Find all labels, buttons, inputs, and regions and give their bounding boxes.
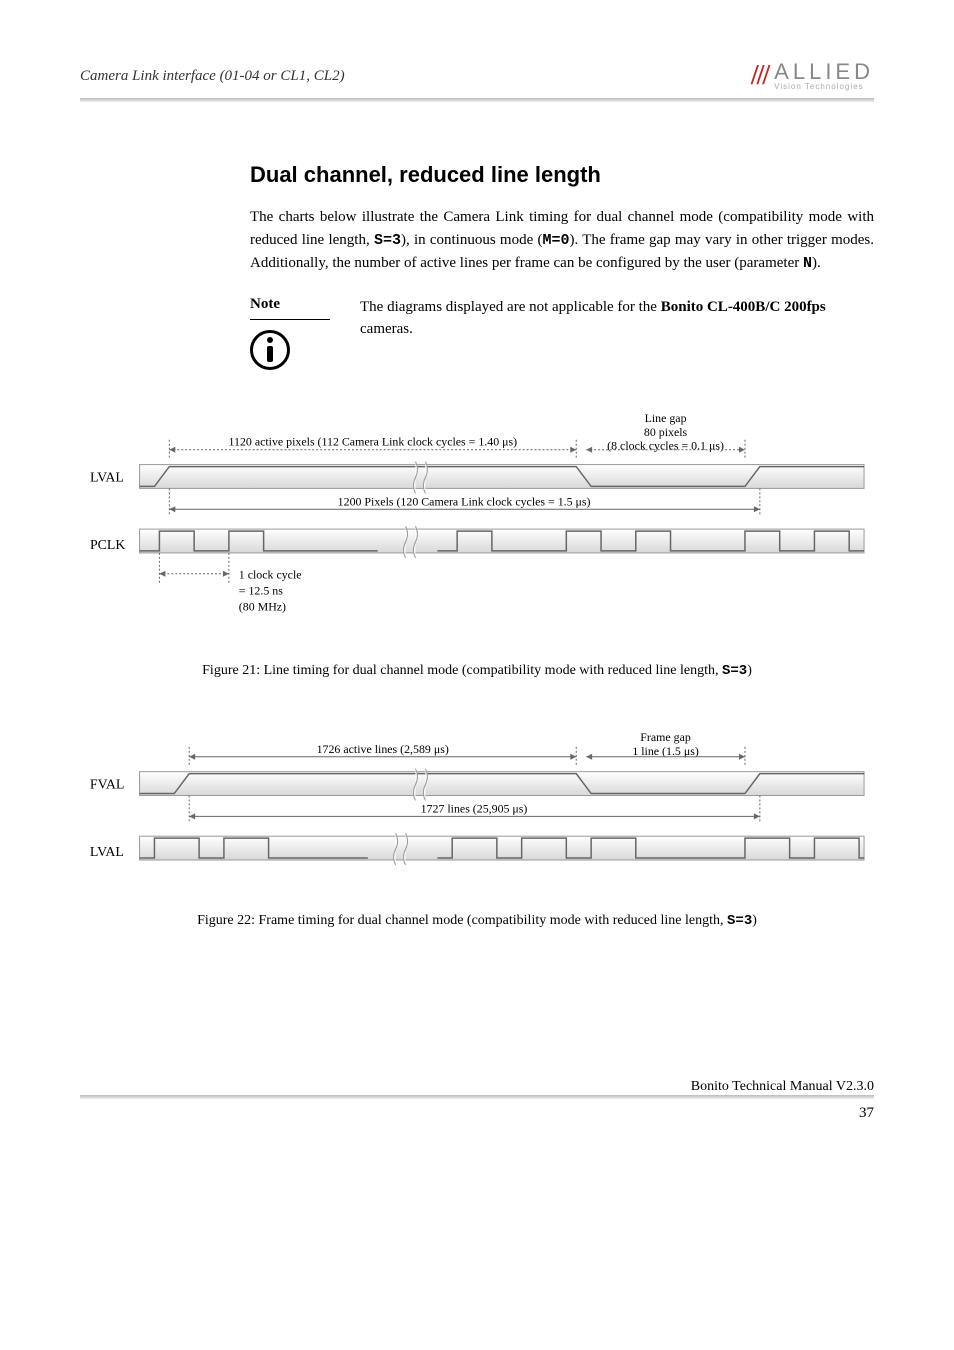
diagram2-svg: Frame gap 1 line (1.5 μs) 1726 active li… [80, 729, 874, 888]
total-pixels-label: 1200 Pixels (120 Camera Link clock cycle… [338, 494, 591, 508]
note-block: Note The diagrams displayed are not appl… [250, 296, 874, 370]
frame-gap-label-2: 1 line (1.5 μs) [632, 744, 699, 758]
logo-main-text: ALLIED [774, 61, 874, 83]
line-timing-diagram: Line gap 80 pixels (8 clock cycles = 0.1… [80, 410, 874, 643]
note-underline [250, 319, 330, 320]
line-gap-label-2: 80 pixels [644, 424, 688, 438]
frame-timing-diagram: Frame gap 1 line (1.5 μs) 1726 active li… [80, 729, 874, 893]
page-heading: Dual channel, reduced line length [250, 162, 874, 188]
clock-cycle-label-1: 1 clock cycle [239, 567, 302, 581]
frame-gap-label-1: Frame gap [640, 730, 691, 744]
note-label: Note [250, 296, 280, 313]
intro-paragraph: The charts below illustrate the Camera L… [250, 206, 874, 276]
page-footer: Bonito Technical Manual V2.3.0 37 [80, 1079, 874, 1122]
footer-divider [80, 1095, 874, 1099]
line-gap-label-3: (8 clock cycles = 0.1 μs) [607, 438, 724, 452]
note-text: The diagrams displayed are not applicabl… [360, 296, 874, 341]
pclk-label: PCLK [90, 537, 125, 552]
active-lines-label: 1726 active lines (2,589 μs) [317, 742, 449, 756]
figure-22-caption: Figure 22: Frame timing for dual channel… [80, 913, 874, 929]
fval-label: FVAL [90, 777, 124, 792]
active-pixels-label: 1120 active pixels (112 Camera Link cloc… [229, 434, 518, 448]
figure-21-caption: Figure 21: Line timing for dual channel … [80, 663, 874, 679]
lval-label-2: LVAL [90, 845, 124, 860]
clock-cycle-label-2: = 12.5 ns [239, 583, 283, 597]
doc-title: Bonito Technical Manual V2.3.0 [691, 1079, 874, 1095]
brand-logo: /// ALLIED Vision Technologies [751, 60, 874, 92]
lval-label: LVAL [90, 470, 124, 485]
line-gap-label-1: Line gap [645, 410, 687, 424]
page-number: 37 [80, 1105, 874, 1122]
clock-cycle-label-3: (80 MHz) [239, 599, 286, 613]
header-divider [80, 98, 874, 102]
logo-sub-text: Vision Technologies [774, 83, 874, 91]
logo-slashes-icon: /// [751, 60, 768, 92]
page-header: Camera Link interface (01-04 or CL1, CL2… [80, 60, 874, 92]
section-title: Camera Link interface (01-04 or CL1, CL2… [80, 68, 345, 85]
info-icon [250, 330, 290, 370]
diagram1-svg: Line gap 80 pixels (8 clock cycles = 0.1… [80, 410, 874, 638]
total-lines-label: 1727 lines (25,905 μs) [421, 801, 528, 815]
